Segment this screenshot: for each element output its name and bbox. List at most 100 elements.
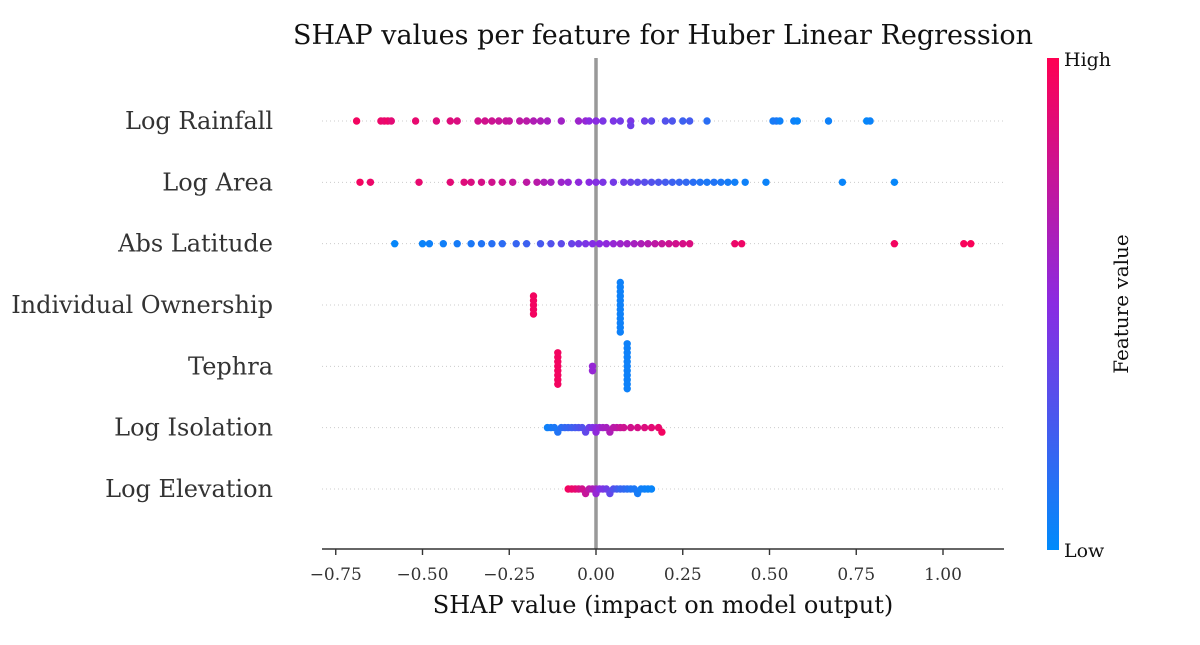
shap-point [564,178,572,186]
shap-point [595,240,604,248]
shap-point [554,349,562,357]
shap-point [696,178,704,186]
shap-point [731,178,739,186]
shap-point [536,117,545,125]
shap-point [557,117,565,125]
shap-point [620,423,628,432]
shap-point [481,117,489,125]
shap-point [623,385,631,393]
shap-point [679,117,687,125]
shap-point [529,310,538,318]
shap-point [640,423,649,432]
shap-point [623,340,631,348]
shap-point [547,178,555,186]
shap-point [793,117,801,125]
x-tick-label: 0.75 [837,565,875,585]
shap-point [637,240,645,248]
shap-point [668,117,676,125]
shap-point [522,240,531,248]
shap-point [425,240,434,248]
shap-point [554,380,562,388]
shap-point [467,178,475,186]
shap-point [411,117,420,125]
shap-point [592,117,600,125]
shap-point [557,178,565,186]
shap-point [633,178,642,186]
x-tick-label: 0.50 [751,565,789,585]
shap-point [647,423,656,432]
shap-point [498,178,506,186]
shap-point [960,240,968,248]
shap-point [609,178,618,186]
shap-point [557,240,565,248]
shap-point [651,240,659,248]
shap-point [616,117,624,125]
shap-point [585,178,593,186]
x-tick-label: 0.25 [664,565,702,585]
shap-point [640,117,649,125]
shap-point [967,240,975,248]
shap-point [568,240,576,248]
shap-point [838,178,847,186]
shap-point [536,240,545,248]
shap-point [623,240,631,248]
shap-point [665,240,673,248]
shap-point [512,240,520,248]
shap-point [866,117,874,125]
feature-label: Abs Latitude [117,230,273,258]
shap-point [588,240,597,248]
shap-point [588,367,597,375]
shap-point [366,178,375,186]
shap-point [574,240,583,248]
shap-point [724,178,732,186]
x-tick-label: −0.50 [396,565,448,585]
shap-point [627,178,635,186]
shap-point [488,178,496,186]
shap-point [432,117,441,125]
shap-point [543,117,552,125]
shap-point [679,240,687,248]
shap-point [529,292,538,300]
shap-point [387,117,395,125]
shap-point [415,178,423,186]
shap-point [609,240,618,248]
shap-point [738,240,746,248]
shap-point [647,178,656,186]
shap-point [762,178,770,186]
colorbar-high-label: High [1064,49,1111,71]
shap-point [710,178,718,186]
shap-point [599,178,607,186]
shap-point [675,178,683,186]
shap-point [703,178,711,186]
shap-point [672,240,680,248]
shap-point [439,240,447,248]
shap-point [658,428,666,436]
feature-label: Log Isolation [114,414,273,442]
x-axis-label: SHAP value (impact on model output) [433,591,894,619]
shap-point [418,240,427,248]
x-ticks: −0.75 −0.50 −0.25 0.00 0.25 0.50 0.75 1.00 [310,549,962,585]
shap-point [446,178,454,186]
shap-point [540,178,548,186]
shap-point [467,240,475,248]
shap-point [654,178,663,186]
shap-point [509,178,517,186]
shap-point [488,240,496,248]
feature-label: Tephra [188,352,273,380]
shap-point [505,117,513,125]
shap-point [602,240,611,248]
shap-point [640,178,649,186]
shap-point [533,178,541,186]
shap-point [446,117,454,125]
colorbar-title: Feature value [1109,234,1133,374]
shap-point [609,117,618,125]
shap-point [890,178,899,186]
shap-point [495,117,503,125]
shap-point [477,240,486,248]
shap-point [647,117,656,125]
shap-point [689,178,697,186]
shap-point [453,117,461,125]
shap-point [682,178,690,186]
shap-point [522,117,531,125]
shap-point [686,240,694,248]
